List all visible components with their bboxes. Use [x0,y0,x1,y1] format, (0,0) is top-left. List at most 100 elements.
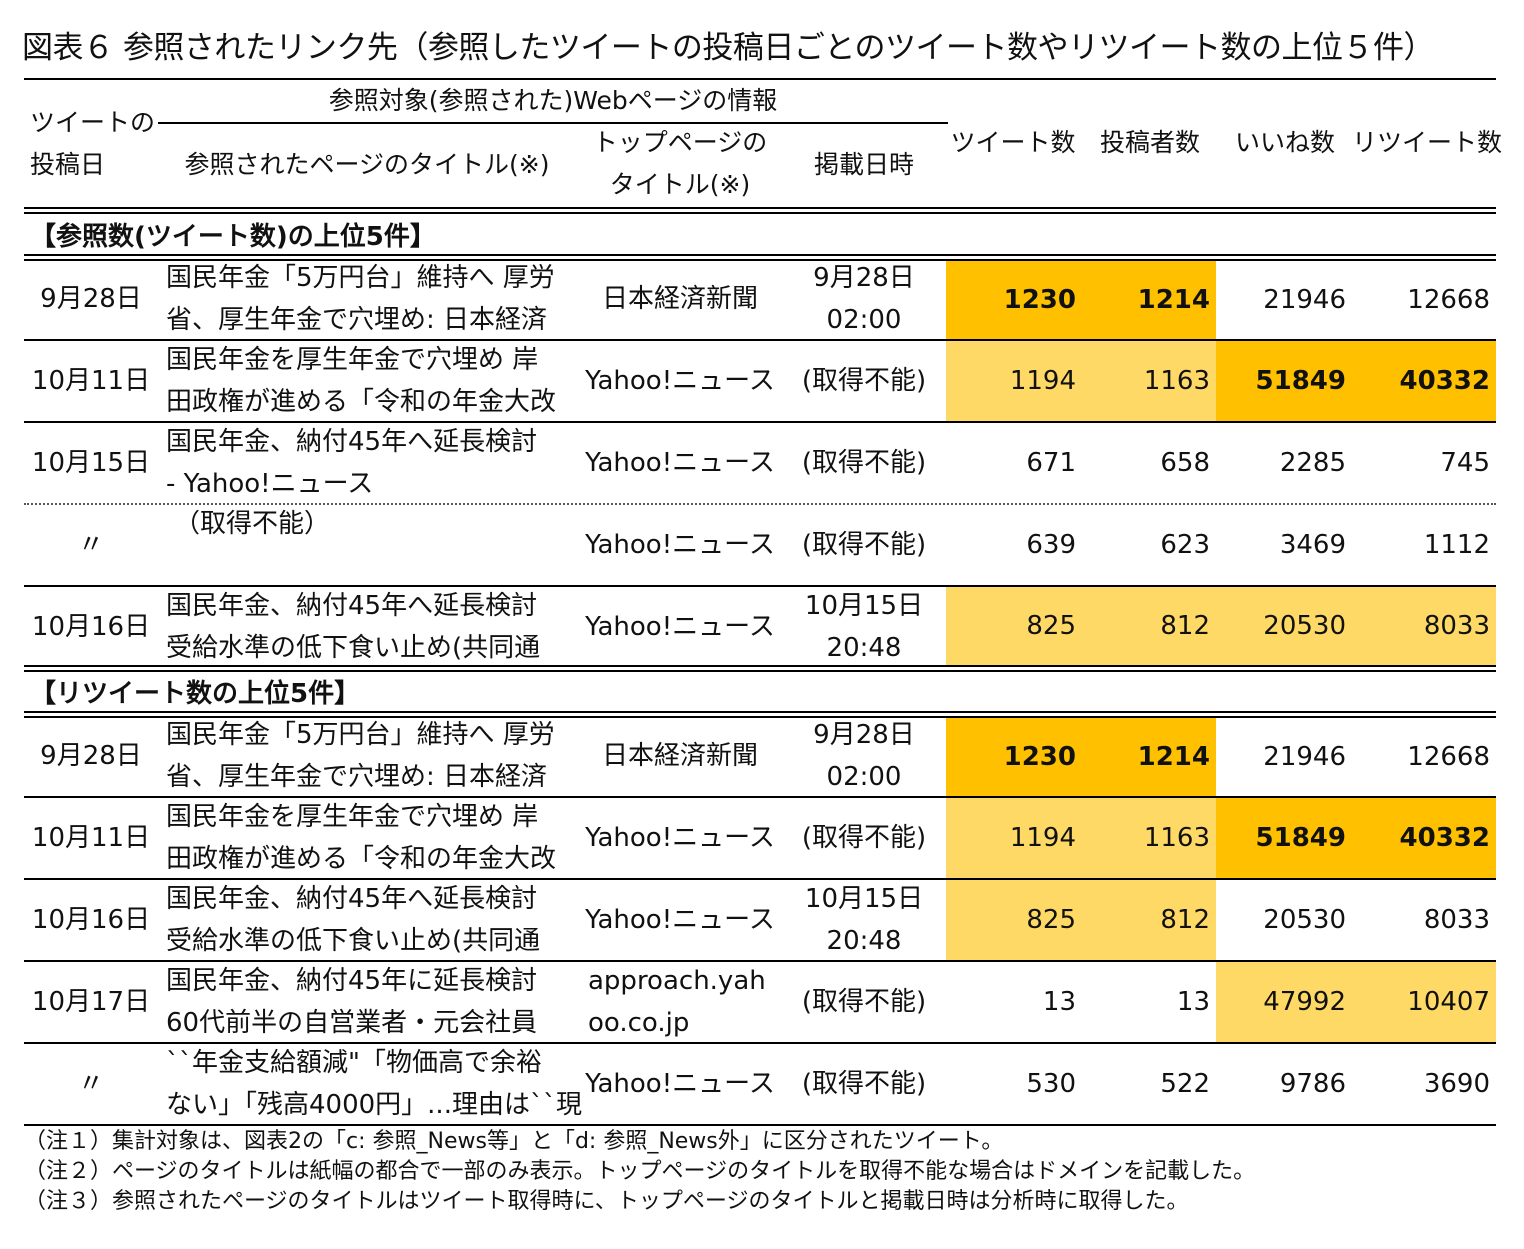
page-title-line2: 60代前半の自営業者・元会社員 [166,1008,538,1038]
row-rule [24,585,1496,587]
likes-cell: 21946 [1263,742,1346,772]
row-rule-dotted [24,503,1496,505]
published-time: 02:00 [826,305,902,335]
post-date: 10月15日 [31,448,151,478]
page-title-line1: ``年金支給額減"「物価高で余裕 [166,1048,542,1078]
bottom-rule [24,1124,1496,1126]
page-title-line1: 国民年金を厚生年金で穴埋め 岸 [166,802,539,832]
top-page-title: Yahoo!ニュース [585,1069,775,1099]
header-page-title: 参照されたページのタイトル(※) [184,150,550,179]
published-date: 10月15日 [804,591,924,621]
likes-cell: 9786 [1279,1069,1346,1099]
retweets-cell: 8033 [1423,905,1490,935]
note-1: （注１）集計対象は、図表2の「c: 参照_News等」と「d: 参照_News外… [24,1129,1004,1154]
row-rule [24,960,1496,962]
page-title-line1: 国民年金、納付45年へ延長検討 [166,884,538,914]
section2-rule-b [24,716,1496,718]
posters-cell: 812 [1082,880,1216,960]
top-page-title: 日本経済新聞 [601,741,758,771]
top-page-title-line2: oo.co.jp [588,1008,690,1038]
page-title-line1: 国民年金を厚生年金で穴埋め 岸 [166,345,539,375]
page-title-line2: 受給水準の低下食い止め(共同通 [166,633,541,663]
page-title-line2: 田政権が進める「令和の年金大改 [166,844,557,874]
published-date: (取得不能) [801,823,927,853]
row-rule [24,421,1496,423]
top-rule [24,78,1496,80]
published-date: (取得不能) [801,530,927,560]
likes-cell: 51849 [1216,798,1352,878]
posters-cell: 1214 [1082,261,1216,339]
posters-cell: 1163 [1082,798,1216,878]
header-post-date-line1: ツイートの [30,108,156,137]
row-rule [24,878,1496,880]
page-title-line2: 省、厚生年金で穴埋め: 日本経済 [166,762,548,792]
retweets-cell: 10407 [1352,962,1496,1042]
header-posters: 投稿者数 [1099,128,1200,157]
posters-cell: 1163 [1082,341,1216,421]
retweets-cell: 1112 [1423,530,1490,560]
published-date: (取得不能) [801,1069,927,1099]
note-2: （注２）ページのタイトルは紙幅の都合で一部のみ表示。トップページのタイトルを取得… [24,1159,1256,1184]
published-date: (取得不能) [801,448,927,478]
header-retweets: リツイート数 [1352,128,1503,157]
top-page-title: Yahoo!ニュース [585,823,775,853]
published-time: 20:48 [826,926,902,956]
section-end-rule-a [24,665,1496,667]
posters-cell: 812 [1082,587,1216,665]
posters-cell: 658 [1160,448,1210,478]
post-date: 10月11日 [31,366,151,396]
page-title-line2: ない」「残高4000円」...理由は``現 [166,1090,582,1120]
likes-cell: 20530 [1216,587,1352,665]
header-top-title-line1: トップページの [592,128,768,157]
page-title-line2: 田政権が進める「令和の年金大改 [166,387,557,417]
likes-cell: 2285 [1279,448,1346,478]
published-date: (取得不能) [801,987,927,1017]
page-title-line1: 国民年金、納付45年に延長検討 [166,966,538,996]
tweets-cell: 530 [1026,1069,1076,1099]
header-post-date-line2: 投稿日 [30,150,106,179]
header-likes: いいね数 [1234,128,1335,157]
page-title-line2: - Yahoo!ニュース [166,469,374,499]
tweets-cell: 1230 [946,718,1082,796]
tweets-cell: 1230 [946,261,1082,339]
retweets-cell: 12668 [1407,742,1490,772]
likes-cell: 20530 [1263,905,1346,935]
retweets-cell: 3690 [1423,1069,1490,1099]
likes-cell: 21946 [1263,285,1346,315]
post-date: 9月28日 [40,284,142,314]
published-date: 9月28日 [813,263,915,293]
retweets-cell: 12668 [1407,285,1490,315]
header-rule-b [24,212,1496,214]
post-date: 〃 [77,1069,104,1099]
posters-cell: 522 [1160,1069,1210,1099]
note-3: （注３）参照されたページのタイトルはツイート取得時に、トップページのタイトルと掲… [24,1189,1189,1214]
published-date: 9月28日 [813,720,915,750]
header-group: 参照対象(参照された)Webページの情報 [328,86,778,115]
published-time: 20:48 [826,633,902,663]
posters-cell: 1214 [1082,718,1216,796]
tweets-cell: 1194 [946,798,1082,878]
row-rule [24,339,1496,341]
page-title-line1: （取得不能） [174,509,331,539]
figure-title: 図表６ 参照されたリンク先（参照したツイートの投稿日ごとのツイート数やリツイート… [22,30,1435,66]
header-rule-a [24,207,1496,209]
retweets-cell: 40332 [1352,798,1496,878]
section1-rule-a [24,254,1496,256]
published-date: (取得不能) [801,366,927,396]
tweets-cell: 825 [946,587,1082,665]
section-end-rule-b [24,670,1496,672]
top-page-title: Yahoo!ニュース [585,905,775,935]
page-title-line2: 受給水準の低下食い止め(共同通 [166,926,541,956]
post-date: 〃 [77,530,104,560]
post-date: 10月16日 [31,612,151,642]
posters-cell: 13 [1176,987,1210,1017]
page-title-line1: 国民年金「5万円台」維持へ 厚労 [166,263,555,293]
row-rule [24,1042,1496,1044]
section2-rule-a [24,711,1496,713]
tweets-cell: 1194 [946,341,1082,421]
top-page-title: Yahoo!ニュース [585,366,775,396]
post-date: 10月17日 [31,987,151,1017]
published-time: 02:00 [826,762,902,792]
tweets-cell: 671 [1026,448,1076,478]
top-page-title: Yahoo!ニュース [585,530,775,560]
